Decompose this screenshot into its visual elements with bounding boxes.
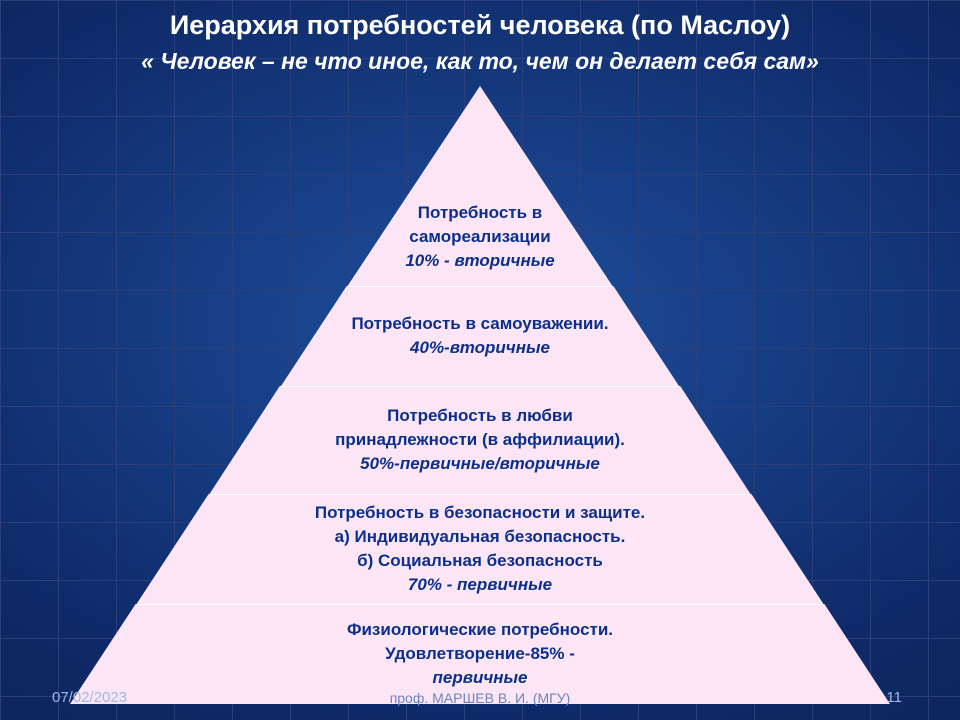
page-subtitle: « Человек – не что иное, как то, чем он … <box>0 48 960 75</box>
maslow-pyramid: Потребность в самореализации 10% - втори… <box>100 86 860 696</box>
level-text: самореализации <box>409 227 550 246</box>
level-text: а) Индивидуальная безопасность. <box>335 527 626 546</box>
level-text: Потребность в безопасности и защите. <box>315 503 645 522</box>
level-text: Потребность в любви <box>387 406 573 425</box>
slide: Иерархия потребностей человека (по Масло… <box>0 0 960 720</box>
level-text: Удовлетворение-85% - <box>385 644 575 663</box>
pyramid-level-4: Потребность в безопасности и защите. а) … <box>137 494 824 604</box>
level-pct: 70% - первичные <box>408 575 552 594</box>
pyramid-separator <box>281 386 679 387</box>
page-title: Иерархия потребностей человека (по Масло… <box>0 10 960 41</box>
level-text: принадлежности (в аффилиации). <box>335 430 625 449</box>
pyramid-level-5: Физиологические потребности. Удовлетворе… <box>70 604 890 704</box>
level-text: Потребность в самоуважении. <box>351 314 608 333</box>
level-text: б) Социальная безопасность <box>357 551 603 570</box>
pyramid-level-1: Потребность в самореализации 10% - втори… <box>348 86 613 286</box>
level-pct: 50%-первичные/вторичные <box>360 454 600 473</box>
pyramid-level-2: Потребность в самоуважении. 40%-вторичны… <box>281 286 679 386</box>
pyramid-separator <box>210 494 751 495</box>
level-text: Потребность в <box>418 203 542 222</box>
footer-page-number: 11 <box>886 689 902 706</box>
level-pct: 10% - вторичные <box>405 251 554 270</box>
pyramid-separator <box>137 604 824 605</box>
level-pct: первичные <box>432 668 527 687</box>
pyramid-separator <box>348 286 613 287</box>
footer-author: проф. МАРШЕВ В. И. (МГУ) <box>0 690 960 706</box>
level-pct: 40%-вторичные <box>410 338 550 357</box>
pyramid-level-3: Потребность в любви принадлежности (в аф… <box>210 386 751 494</box>
level-text: Физиологические потребности. <box>347 620 613 639</box>
